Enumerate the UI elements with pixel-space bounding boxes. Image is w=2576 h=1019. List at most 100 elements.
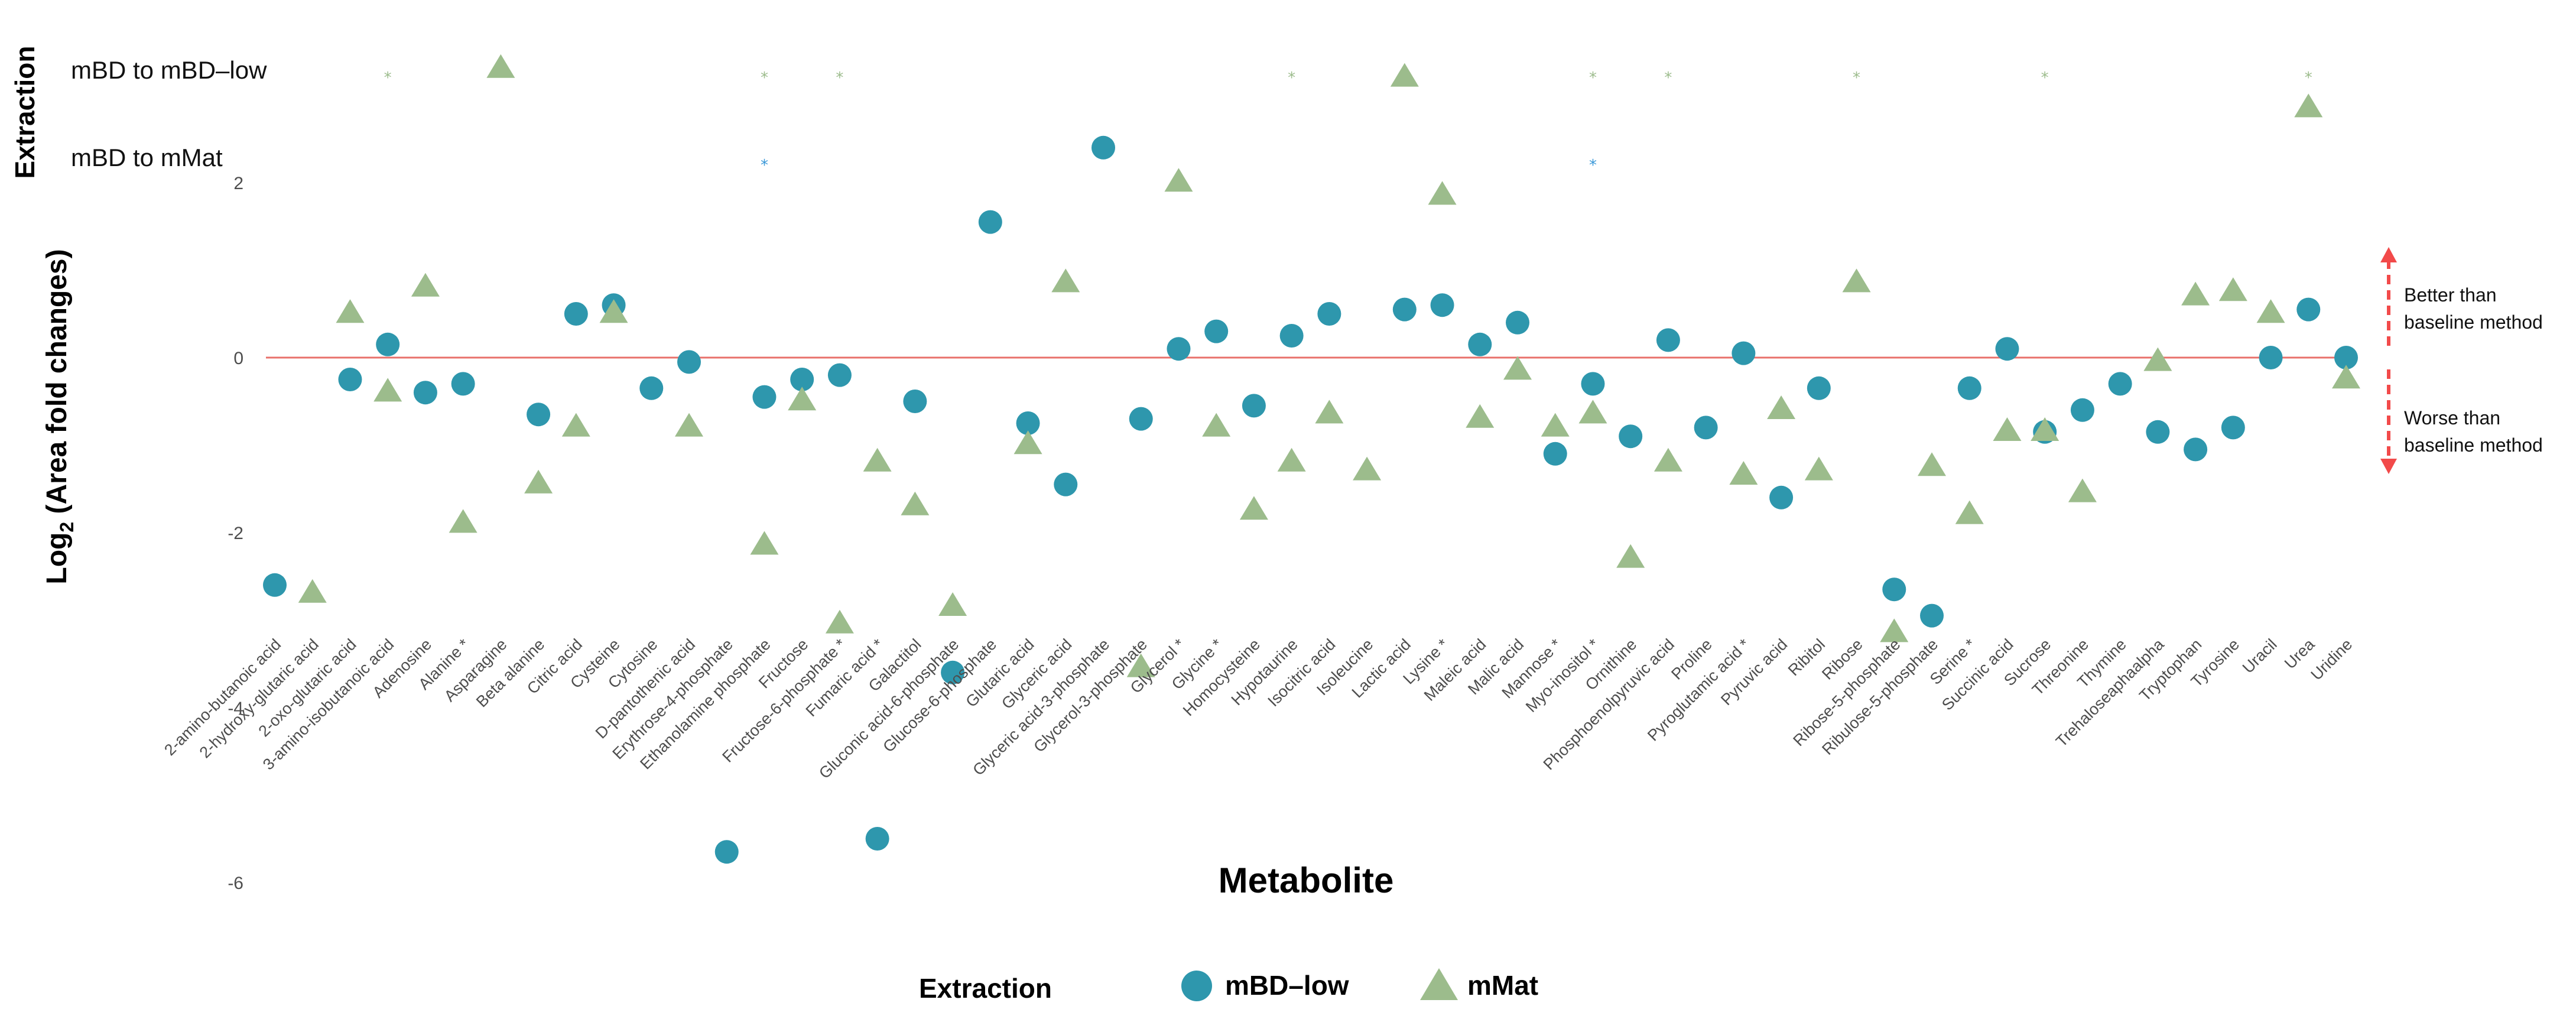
point-mmat bbox=[901, 491, 930, 515]
point-mmat bbox=[524, 469, 553, 494]
point-mmat bbox=[1013, 430, 1042, 455]
point-mmat bbox=[2181, 281, 2210, 306]
point-mmat bbox=[1729, 461, 1758, 485]
significance-star: * bbox=[1664, 69, 1672, 87]
point-mbd-low bbox=[865, 827, 889, 851]
point-mmat bbox=[1164, 168, 1193, 192]
legend: Extraction mBD–low mMat bbox=[919, 968, 1538, 1004]
significance-panel: Extraction mBD to mBD–low * * * * * * * * * mBD to … bbox=[9, 46, 2312, 179]
worse-arrow-head bbox=[2380, 459, 2397, 474]
legend-marker-mbd-low bbox=[1181, 971, 1212, 1001]
point-mmat bbox=[561, 413, 590, 437]
x-tick-labels: 2-amino-butanoic acid2-hydroxy-glutaric … bbox=[161, 635, 2356, 782]
x-tick-label: Uridine bbox=[2308, 635, 2356, 684]
point-mbd-low bbox=[338, 368, 362, 391]
point-mmat bbox=[599, 299, 628, 323]
point-mbd-low bbox=[941, 660, 965, 684]
point-mmat bbox=[1804, 456, 1833, 481]
plot-marks bbox=[263, 54, 2360, 864]
point-mbd-low bbox=[2184, 437, 2208, 462]
point-mbd-low bbox=[376, 332, 400, 356]
better-annotation-text: Better than bbox=[2404, 284, 2497, 306]
point-mbd-low bbox=[263, 573, 287, 597]
point-mmat bbox=[1993, 417, 2022, 441]
axes: Log2 (Area fold changes)-6-4-202Metaboli… bbox=[41, 174, 2355, 900]
point-mbd-low bbox=[1317, 302, 1341, 326]
point-mbd-low bbox=[1882, 577, 1906, 602]
point-mmat bbox=[1880, 618, 1909, 642]
point-mmat bbox=[2031, 417, 2059, 441]
significance-row-label: mBD to mMat bbox=[71, 144, 223, 171]
point-mbd-low bbox=[1167, 337, 1191, 361]
point-mmat bbox=[1428, 181, 1457, 205]
significance-star: * bbox=[1589, 69, 1597, 87]
point-mbd-low bbox=[1468, 332, 1492, 356]
significance-star: * bbox=[384, 69, 392, 87]
y-tick-label: -4 bbox=[228, 699, 243, 718]
point-mbd-low bbox=[978, 210, 1002, 234]
point-mbd-low bbox=[1732, 341, 1756, 365]
point-mmat bbox=[1390, 63, 1419, 87]
point-mmat bbox=[1466, 404, 1495, 428]
legend-title: Extraction bbox=[919, 973, 1052, 1004]
y-axis-title-rest: (Area fold changes) bbox=[41, 249, 73, 521]
legend-label: mBD–low bbox=[1225, 970, 1349, 1001]
point-mmat bbox=[2068, 478, 2097, 502]
point-mmat bbox=[675, 413, 703, 437]
significance-axis-label: Extraction bbox=[9, 46, 40, 179]
y-tick-label: 0 bbox=[233, 349, 243, 368]
point-mbd-low bbox=[1995, 337, 2019, 361]
point-mmat bbox=[1578, 400, 1607, 424]
point-mbd-low bbox=[827, 363, 852, 387]
point-mbd-low bbox=[2259, 346, 2283, 369]
point-mbd-low bbox=[1619, 424, 1643, 449]
point-mbd-low bbox=[1920, 603, 1944, 628]
point-mbd-low bbox=[1656, 328, 1680, 352]
point-mbd-low bbox=[2221, 416, 2245, 440]
y-axis-title-main: Log bbox=[41, 533, 73, 585]
point-mbd-low bbox=[1129, 407, 1153, 431]
point-mbd-low bbox=[639, 376, 664, 400]
significance-star: * bbox=[2041, 69, 2049, 87]
point-mmat bbox=[1541, 413, 1570, 437]
point-mbd-low bbox=[2070, 398, 2094, 422]
point-mbd-low bbox=[1769, 485, 1794, 510]
x-axis-title: Metabolite bbox=[1219, 861, 1394, 900]
point-mmat bbox=[1126, 653, 1155, 677]
point-mbd-low bbox=[1016, 411, 1040, 435]
significance-star: * bbox=[761, 157, 768, 174]
point-mbd-low bbox=[1054, 472, 1078, 496]
point-mmat bbox=[1315, 400, 1344, 424]
point-mbd-low bbox=[413, 381, 437, 405]
point-mbd-low bbox=[1807, 376, 1831, 400]
point-mbd-low bbox=[564, 302, 588, 326]
point-mbd-low bbox=[1957, 376, 1981, 400]
point-mbd-low bbox=[1543, 442, 1567, 466]
point-mbd-low bbox=[903, 390, 927, 413]
y-axis-title: Log2 (Area fold changes) bbox=[41, 249, 77, 584]
point-mbd-low bbox=[2296, 297, 2321, 322]
significance-star: * bbox=[2305, 69, 2312, 87]
worse-annotation-text: baseline method bbox=[2404, 434, 2543, 456]
point-mmat bbox=[1503, 356, 1532, 380]
point-mmat bbox=[1202, 413, 1231, 437]
point-mbd-low bbox=[1581, 372, 1605, 396]
point-mmat bbox=[1767, 395, 1796, 419]
point-mmat bbox=[411, 272, 440, 297]
point-mmat bbox=[1654, 447, 1682, 472]
better-annotation-text: baseline method bbox=[2404, 311, 2543, 333]
point-mmat bbox=[750, 531, 779, 555]
point-mmat bbox=[1239, 496, 1268, 520]
point-mbd-low bbox=[1204, 319, 1229, 343]
point-mbd-low bbox=[1694, 416, 1718, 440]
point-mmat bbox=[938, 592, 967, 616]
point-mmat bbox=[825, 609, 854, 634]
significance-star: * bbox=[1288, 69, 1295, 87]
point-mmat bbox=[449, 509, 477, 533]
point-mmat bbox=[1842, 268, 1871, 293]
worse-annotation-text: Worse than bbox=[2404, 407, 2500, 429]
y-tick-label: -2 bbox=[228, 524, 243, 543]
y-tick-label: -6 bbox=[228, 874, 243, 893]
point-mmat bbox=[863, 447, 892, 472]
